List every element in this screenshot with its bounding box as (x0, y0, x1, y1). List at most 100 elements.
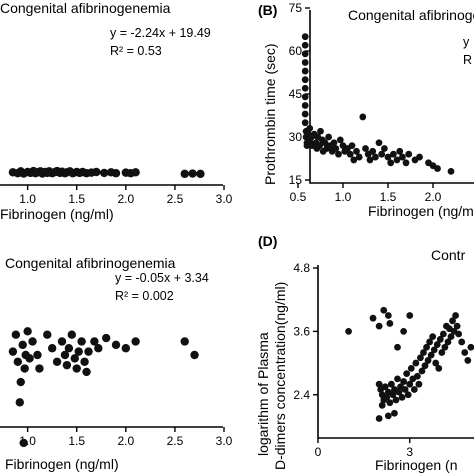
panel-b-data-point (301, 102, 309, 109)
panel-c-data-point (77, 337, 86, 346)
panel-c-data-point (70, 354, 79, 363)
panel-b-data-point (362, 145, 369, 152)
panel-b-data-point (396, 147, 404, 155)
panel-a-x-tick-label: 3.0 (216, 192, 233, 206)
panel-a-data-point (131, 168, 140, 177)
panel-d-data-point (427, 351, 435, 359)
panel-d-data-point (435, 364, 443, 372)
panel-b-data-point (325, 133, 332, 141)
panel-a-x-tick-label: 2.5 (167, 192, 184, 206)
panel-d-data-point (430, 346, 438, 354)
panel-b-data-point (447, 168, 455, 175)
panel-c-x-label: Fibrinogen (ng/ml) (5, 456, 119, 472)
panel-b-data-point (336, 136, 344, 144)
panel-c-data-point (82, 367, 91, 377)
panel-d-data-point (464, 357, 472, 364)
panel-b-y-tick-label: 75 (289, 1, 303, 15)
panel-d-data-point (438, 349, 446, 356)
panel-b-x-tick-label: 1.0 (335, 190, 352, 204)
panel-d-data-point (413, 372, 421, 380)
panel-d-x-tick-label: 3 (406, 445, 413, 459)
panel-a-x-tick-label: 1.0 (19, 192, 36, 206)
panel-d-data-point (345, 327, 352, 335)
panel-b-data-point (393, 156, 401, 164)
panel-d-y-tick-label: 2.4 (293, 388, 310, 402)
panel-b-y-tick-label: 60 (289, 44, 303, 58)
panel-d-data-point (406, 380, 414, 388)
panel-b-data-point (301, 59, 309, 66)
panel-b-y-tick-label: 15 (289, 173, 303, 187)
panel-c-x-tick-label: 3.0 (216, 434, 233, 448)
panel-d-data-point (418, 367, 426, 375)
panel-d-data-point (392, 396, 400, 404)
panel-d-data-point (384, 412, 392, 420)
panel-d-data-point (432, 359, 440, 367)
panel-a-x-tick-label: 2.0 (117, 192, 134, 206)
panel-b-data-point (350, 156, 358, 164)
panel-b-r2: R (463, 53, 472, 67)
panel-d-data-point (444, 338, 452, 346)
panel-d-data-point (407, 364, 415, 372)
panel-d: (D) Contr 0 3 2.4 3.6 4.8 logarithm of Plasm… (255, 233, 474, 473)
panel-b-data-point (366, 156, 374, 164)
panel-b-x-label: Fibrinogen (ng/ml (368, 203, 474, 219)
panel-c-data-point (72, 364, 81, 373)
panel-b-data-point (405, 150, 413, 158)
panel-b-data-point (378, 150, 386, 158)
panel-b-data-point (301, 41, 309, 49)
panel-d-y-tick-label: 4.8 (293, 261, 310, 275)
panel-d-data-point (426, 338, 434, 346)
panel-c-title: Congenital afibrinogenemia (5, 255, 176, 271)
panel-b-data-point (301, 93, 309, 101)
panel-b-data-point (301, 50, 309, 58)
panel-d-data-point (406, 312, 414, 319)
panel-b-data-point (317, 127, 324, 135)
panel-c-data-point (57, 337, 67, 346)
panel-c-data-point (180, 337, 189, 346)
panel-b-y-label: Prothrombin time (sec) (262, 43, 278, 185)
panel-c-data-point (23, 327, 32, 336)
panel-a-equation: y = -2.24x + 19.49 (110, 26, 211, 40)
panel-d-data-point (455, 330, 463, 338)
panel-b-data-point (301, 67, 309, 75)
panel-c-data-point (52, 357, 62, 366)
panel-d-data-point (439, 330, 447, 338)
panel-b-data-point (301, 84, 309, 92)
panel-d-data-point (375, 380, 383, 388)
panel-c-data-point (131, 337, 140, 346)
panel-c-data-point (16, 377, 25, 387)
panel-d-y-tick-label: 3.6 (293, 324, 310, 338)
panel-c-x-tick-label: 2.0 (117, 434, 134, 448)
panel-d-data-point (369, 314, 377, 322)
panel-c-data-point (35, 364, 44, 373)
panel-d-data-point (415, 380, 423, 388)
panel-b-data-point (384, 153, 392, 161)
panel-d-data-point (429, 333, 437, 341)
panel-d-data-point (391, 409, 398, 417)
panel-c-x-tick-label: 1.5 (68, 434, 85, 448)
panel-c-data-point (20, 364, 29, 373)
panel-c-data-point (84, 347, 93, 356)
panel-c-data-point (33, 350, 42, 360)
panel-d-data-point (421, 362, 429, 370)
panel-d-data-point (433, 341, 441, 348)
panel-b-data-point (330, 139, 338, 147)
panel-c-data-point (28, 337, 37, 346)
panel-d-data-point (452, 312, 459, 319)
panel-b-y-tick-label: 45 (289, 87, 303, 101)
panel-c-data-point (190, 350, 199, 360)
panel-b-data-point (369, 147, 377, 155)
panel-d-data-point (381, 383, 389, 391)
panel-b-data-point (355, 153, 363, 161)
panel-d-data-point (386, 399, 394, 407)
panel-a-x-tick-label: 1.5 (68, 192, 85, 206)
panel-d-data-point (420, 349, 427, 356)
panel-b-data-point (399, 153, 406, 161)
panel-b-data-point (321, 139, 329, 147)
panel-d-title: Contr (431, 247, 466, 263)
panel-c-r2: R² = 0.002 (115, 289, 174, 303)
panel-a-data-point (180, 169, 189, 179)
panel-d-data-point (394, 375, 401, 383)
panel-c-data-point (62, 360, 72, 370)
panel-b-x-tick-label: 0.5 (290, 190, 307, 204)
